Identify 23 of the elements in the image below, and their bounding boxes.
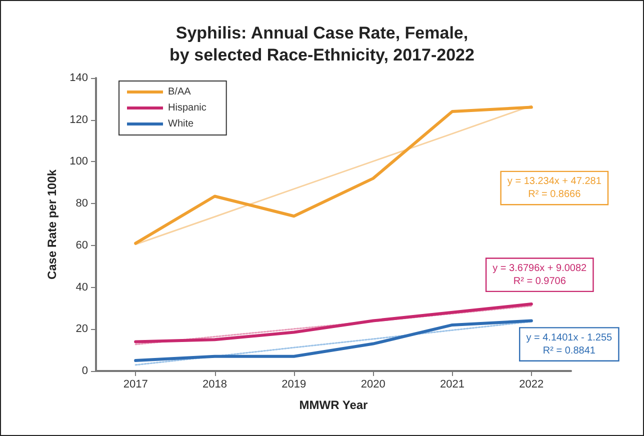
x-tick-label: 2020	[360, 378, 386, 390]
x-tick-label: 2021	[440, 378, 464, 390]
annotation: y = 13.234x + 47.281 R² = 0.8666	[507, 176, 602, 200]
y-tick-label: 120	[70, 114, 88, 126]
x-tick-label: 2017	[123, 378, 148, 390]
y-tick-label: 20	[76, 323, 88, 336]
legend-label: B/AA	[168, 86, 192, 98]
legend-label: Hispanic	[168, 102, 206, 114]
y-tick-label: 40	[76, 281, 88, 294]
y-tick-label: 100	[70, 156, 88, 168]
legend-label: White	[168, 118, 194, 130]
x-tick-label: 2022	[519, 378, 544, 390]
y-axis-title: Case Rate per 100k	[45, 169, 59, 280]
y-tick-label: 80	[76, 198, 88, 210]
annotation: y = 4.1401x - 1.255 R² = 0.8841	[526, 332, 613, 356]
x-tick-label: 2018	[202, 378, 227, 390]
chart-title: Syphilis: Annual Case Rate, Female, by selected Race-Ethnicity, 2017-2022	[170, 24, 474, 64]
y-tick-label: 0	[82, 365, 88, 377]
annotation: y = 3.6796x + 9.0082 R² = 0.9706	[492, 262, 588, 287]
y-tick-label: 60	[76, 239, 88, 252]
x-axis-title: MMWR Year	[299, 398, 368, 412]
y-tick-label: 140	[70, 72, 88, 84]
x-tick-label: 2019	[282, 378, 306, 390]
